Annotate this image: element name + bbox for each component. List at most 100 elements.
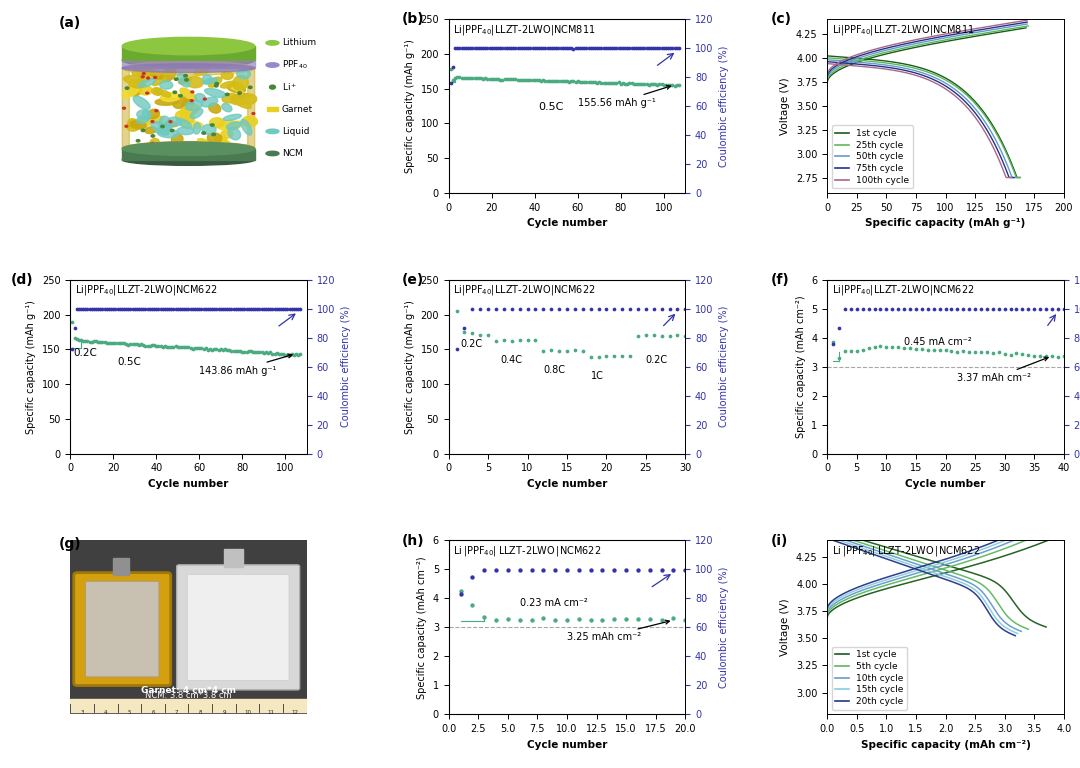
Y-axis label: Specific capacity (mAh g⁻¹): Specific capacity (mAh g⁻¹) [405, 39, 415, 173]
Point [518, 303, 536, 315]
Point [135, 303, 152, 315]
Point [936, 303, 954, 316]
Point [468, 72, 485, 84]
Text: 12: 12 [292, 710, 298, 715]
Ellipse shape [122, 87, 138, 98]
Point [931, 303, 948, 316]
Point [205, 303, 222, 315]
Point [842, 345, 860, 357]
Point [606, 350, 623, 362]
Ellipse shape [226, 93, 229, 95]
Point [569, 75, 586, 88]
Point [192, 303, 210, 315]
Point [617, 42, 634, 55]
Ellipse shape [231, 99, 248, 104]
Point [638, 78, 656, 90]
Point [602, 42, 619, 55]
Point [94, 303, 111, 315]
Point [660, 78, 677, 91]
Point [235, 303, 253, 315]
Text: Garnet: Garnet [282, 104, 313, 114]
Point [978, 303, 996, 315]
Ellipse shape [151, 121, 153, 123]
Point [475, 611, 492, 624]
Point [606, 77, 623, 89]
Point [255, 346, 272, 359]
Point [444, 74, 461, 86]
Point [105, 303, 122, 315]
Ellipse shape [178, 94, 183, 97]
Point [651, 78, 669, 91]
Point [197, 303, 214, 315]
Point [836, 303, 853, 315]
Point [214, 303, 231, 315]
Point [480, 303, 497, 315]
Ellipse shape [242, 94, 257, 104]
Point [476, 42, 494, 55]
Ellipse shape [158, 129, 178, 137]
Text: 11: 11 [268, 710, 274, 715]
Point [541, 74, 558, 87]
Point [878, 303, 895, 315]
Ellipse shape [143, 110, 150, 120]
Ellipse shape [252, 113, 255, 114]
Point [594, 564, 611, 576]
Ellipse shape [180, 104, 199, 116]
Point [1043, 303, 1061, 316]
Point [463, 72, 481, 84]
Point [240, 346, 257, 358]
Point [72, 334, 90, 346]
Text: (h): (h) [402, 534, 424, 548]
Point [154, 340, 172, 353]
Point [878, 341, 895, 353]
Ellipse shape [248, 86, 252, 88]
Point [967, 303, 984, 315]
Text: 0.5C: 0.5C [118, 356, 141, 366]
Point [92, 336, 109, 348]
Text: (g): (g) [58, 537, 81, 551]
Text: Li|PPF$_{40}$|LLZT-2LWO|NCM622: Li|PPF$_{40}$|LLZT-2LWO|NCM622 [832, 283, 974, 297]
Point [85, 336, 103, 348]
Ellipse shape [222, 121, 234, 129]
Point [1038, 303, 1055, 315]
Point [496, 333, 513, 346]
Point [632, 78, 649, 91]
Point [103, 303, 120, 315]
Point [621, 77, 638, 89]
Point [630, 613, 647, 625]
Point [636, 42, 653, 55]
Point [539, 74, 556, 87]
Text: 10: 10 [244, 710, 252, 715]
Point [960, 346, 977, 358]
Point [450, 42, 468, 55]
Point [139, 303, 157, 315]
Point [558, 345, 576, 357]
Ellipse shape [215, 82, 218, 85]
Point [170, 303, 187, 315]
Point [87, 336, 105, 348]
Ellipse shape [152, 78, 165, 85]
Point [68, 333, 85, 345]
Ellipse shape [173, 91, 177, 94]
X-axis label: Specific capacity (mAh g⁻¹): Specific capacity (mAh g⁻¹) [865, 218, 1026, 228]
Point [1008, 347, 1025, 359]
Point [457, 71, 474, 84]
Point [100, 303, 118, 315]
Point [218, 303, 235, 315]
Ellipse shape [266, 63, 279, 68]
Point [606, 42, 623, 55]
Point [257, 346, 274, 358]
Point [161, 340, 178, 353]
Ellipse shape [202, 98, 218, 107]
Point [831, 322, 848, 334]
Point [133, 338, 150, 350]
Ellipse shape [138, 86, 152, 95]
Point [563, 42, 580, 55]
Point [75, 303, 92, 315]
Ellipse shape [171, 129, 174, 131]
Point [453, 72, 470, 84]
Point [259, 303, 276, 315]
Point [227, 303, 244, 315]
Point [642, 614, 659, 626]
Point [630, 330, 647, 343]
